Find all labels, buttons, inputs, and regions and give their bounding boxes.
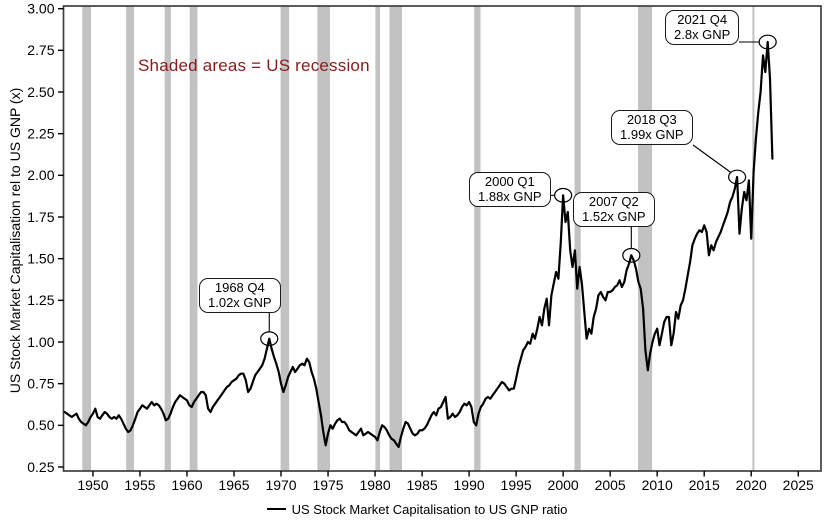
- y-tick-label: 0.75: [27, 375, 54, 391]
- callout-date: 2021 Q4: [677, 12, 728, 27]
- callout-date: 2000 Q1: [484, 174, 535, 189]
- callout-connector: [692, 144, 738, 178]
- legend: US Stock Market Capitalisation to US GNP…: [0, 501, 834, 517]
- x-tick-label: 2020: [736, 477, 767, 493]
- y-tick-label: 2.75: [27, 42, 54, 58]
- callout-date: 2007 Q2: [588, 194, 639, 209]
- x-tick-label: 2010: [642, 477, 673, 493]
- y-axis-title: US Stock Market Capitalisation rel to US…: [7, 87, 23, 394]
- callout-1968-q4: 1968 Q4 1.02x GNP: [199, 278, 281, 313]
- y-tick-label: 0.50: [27, 417, 54, 433]
- recession-band: [126, 6, 134, 471]
- y-tick-label: 1.25: [27, 292, 54, 308]
- x-tick-label: 1950: [77, 477, 108, 493]
- x-tick-label: 1990: [454, 477, 485, 493]
- callout-2007-q2: 2007 Q2 1.52x GNP: [573, 192, 655, 227]
- recession-band: [164, 6, 171, 471]
- x-tick-label: 1980: [359, 477, 390, 493]
- x-tick-label: 2000: [548, 477, 579, 493]
- callout-value: 2.8x GNP: [674, 27, 731, 43]
- y-tick-label: 1.00: [27, 334, 54, 350]
- recession-band: [474, 6, 481, 471]
- recession-band: [189, 6, 198, 471]
- y-tick-label: 0.25: [27, 459, 54, 475]
- callout-date: 1968 Q4: [214, 280, 265, 295]
- x-tick-label: 1975: [312, 477, 343, 493]
- recession-band: [574, 6, 581, 471]
- callout-2018-q3: 2018 Q3 1.99x GNP: [611, 110, 693, 145]
- recession-band: [638, 6, 653, 471]
- x-tick-label: 2005: [595, 477, 626, 493]
- legend-label: US Stock Market Capitalisation to US GNP…: [291, 502, 568, 518]
- line-swatch-icon: [266, 507, 286, 510]
- recession-band: [752, 6, 755, 471]
- callout-value: 1.02x GNP: [208, 295, 272, 311]
- y-tick-label: 3.00: [27, 0, 54, 16]
- recession-band: [389, 6, 402, 471]
- callout-value: 1.99x GNP: [620, 127, 684, 143]
- y-tick-label: 2.00: [27, 167, 54, 183]
- y-tick-label: 2.25: [27, 125, 54, 141]
- x-tick-label: 1960: [171, 477, 202, 493]
- recession-band: [317, 6, 330, 471]
- x-tick-label: 1965: [218, 477, 249, 493]
- x-tick-label: 1970: [265, 477, 296, 493]
- callout-value: 1.88x GNP: [478, 189, 542, 205]
- callout-value: 1.52x GNP: [582, 209, 646, 225]
- series-line: [63, 40, 774, 449]
- recession-band: [280, 6, 290, 471]
- x-tick-label: 1955: [124, 477, 155, 493]
- callout-2021-q4: 2021 Q4 2.8x GNP: [665, 10, 740, 45]
- recession-band: [82, 6, 91, 471]
- y-tick-label: 1.75: [27, 209, 54, 225]
- recession-band: [375, 6, 381, 471]
- x-tick-label: 1995: [501, 477, 532, 493]
- y-tick-label: 1.50: [27, 250, 54, 266]
- x-tick-label: 2015: [689, 477, 720, 493]
- callout-2000-q1: 2000 Q1 1.88x GNP: [469, 172, 551, 207]
- recession-note: Shaded areas = US recession: [138, 56, 370, 75]
- y-tick-label: 2.50: [27, 84, 54, 100]
- plot-frame: [62, 5, 822, 472]
- callout-date: 2018 Q3: [626, 112, 677, 127]
- x-tick-label: 2025: [783, 477, 814, 493]
- x-tick-label: 1985: [407, 477, 438, 493]
